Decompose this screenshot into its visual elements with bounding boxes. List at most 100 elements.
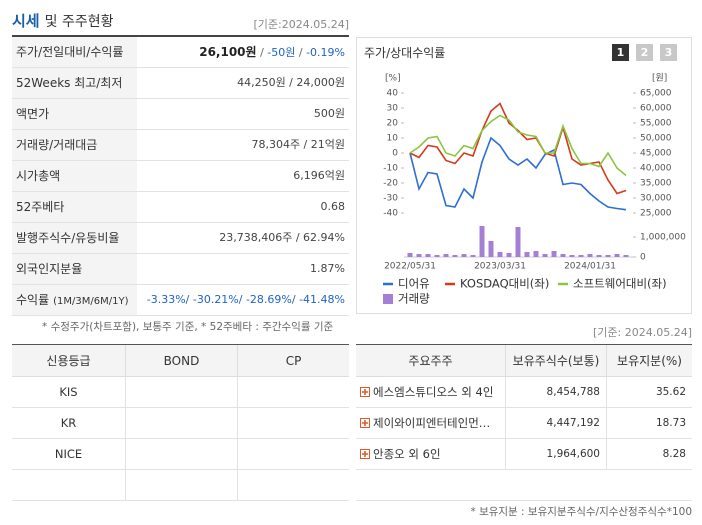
y2-tick-label: 45,000 — [640, 149, 672, 159]
x-tick-label: 2022/05/31 — [384, 262, 436, 272]
y2-tick-label: 40,000 — [640, 164, 672, 174]
value: 1.87% — [310, 262, 345, 275]
date: [기준: 2024.05.24] — [592, 326, 692, 339]
cell — [12, 470, 125, 501]
legend-label: 거래량 — [398, 292, 430, 306]
volume-bar — [479, 226, 485, 257]
y-tick-label: 10 — [387, 134, 399, 144]
y2-axis-label: [원] — [652, 73, 667, 84]
cell: 에스엠스튜디오스 외 4인 — [356, 377, 505, 408]
cell — [237, 470, 349, 501]
label: 주가/전일대비/수익률 — [16, 45, 124, 59]
legend-swatch — [383, 294, 393, 304]
header-cell: 보유지분(%) — [606, 345, 692, 377]
label: 거래량/거래대금 — [16, 138, 98, 152]
tab-button[interactable]: 1 — [612, 44, 629, 61]
cell: 안종오 외 6인 — [356, 439, 505, 470]
y2-tick-label: 50,000 — [640, 134, 672, 144]
y-tick-label: -20 — [383, 179, 398, 189]
cell: 1,964,600 — [505, 439, 606, 470]
label: 52주베타 — [16, 200, 65, 214]
rule — [12, 35, 349, 37]
plus — [362, 451, 368, 457]
value-part: / — [295, 46, 307, 59]
y-tick-label: -30 — [383, 194, 398, 204]
panel-border — [356, 37, 692, 314]
table-top — [356, 344, 692, 345]
value-part: 26,100원 — [199, 45, 257, 59]
volume-bar — [470, 255, 476, 257]
row-value: -3.33%/ -30.21%/ -28.69%/ -41.48% — [137, 285, 349, 316]
value-part: -50원 — [267, 46, 296, 59]
value: 44,250원 / 24,000원 — [237, 76, 345, 89]
cell — [237, 377, 349, 408]
y2-tick-label: 65,000 — [640, 89, 672, 99]
y-tick-label: 30 — [387, 104, 399, 114]
volume-bar — [560, 254, 566, 257]
label: 외국인지분율 — [16, 262, 83, 276]
cell: KIS — [12, 377, 125, 408]
volume-bar — [497, 252, 503, 257]
value: -3.33%/ -30.21%/ -28.69%/ -41.48% — [146, 293, 345, 306]
row-label: 액면가 — [12, 99, 137, 130]
sublabel: (1M/3M/6M/1Y) — [53, 296, 129, 307]
title-main: 시세 — [12, 12, 40, 30]
y2-tick-label: 30,000 — [640, 194, 672, 204]
tab-button[interactable]: 3 — [660, 44, 677, 61]
plus — [362, 420, 368, 426]
header-cell: 주요주주 — [356, 345, 505, 377]
header-cell: 신용등급 — [12, 345, 125, 377]
cell — [125, 377, 237, 408]
expand-icon[interactable] — [360, 418, 370, 428]
line-series — [409, 136, 627, 211]
volume-bar — [614, 254, 620, 257]
cell — [237, 408, 349, 439]
table-bottom — [356, 500, 692, 501]
y2-tick-label: 35,000 — [640, 179, 672, 189]
y-tick-label: 0 — [392, 149, 398, 159]
row-value: 78,304주 / 21억원 — [137, 130, 349, 161]
volume-bar — [515, 227, 521, 257]
volume-bar — [605, 255, 611, 257]
note: * 수정주가(차트포함), 보통주 기준, * 52주베타 : 주간수익률 기준 — [42, 321, 334, 333]
expand-icon[interactable] — [360, 449, 370, 459]
volume-bar — [569, 255, 575, 257]
header-cell: BOND — [125, 345, 237, 377]
cell: NICE — [12, 439, 125, 470]
row-value: 1.87% — [137, 254, 349, 285]
volume-bar — [407, 253, 413, 257]
row-label: 거래량/거래대금 — [12, 130, 137, 161]
volume-bar — [452, 255, 458, 257]
x-tick-label: 2024/01/31 — [564, 262, 616, 272]
y-tick-label: 20 — [387, 119, 399, 129]
value: 6,196억원 — [293, 169, 345, 182]
row-label: 발행주식수/유동비율 — [12, 223, 137, 254]
row-label: 52Weeks 최고/최저 — [12, 68, 137, 99]
cell — [125, 470, 237, 501]
legend-label: KOSDAQ대비(좌) — [460, 277, 549, 291]
y2-tick-label: 55,000 — [640, 119, 672, 129]
tab-button[interactable]: 2 — [636, 44, 653, 61]
section-title: 시세 및 주주현황 — [12, 10, 113, 31]
y-tick-label: -40 — [383, 209, 398, 219]
title-rest: 및 주주현황 — [44, 14, 114, 30]
volume-bar — [542, 254, 548, 257]
y2-tick-label: 25,000 — [640, 209, 672, 219]
label: 시가총액 — [16, 169, 61, 183]
row-value: 44,250원 / 24,000원 — [137, 68, 349, 99]
cell: KR — [12, 408, 125, 439]
row-label: 시가총액 — [12, 161, 137, 192]
cell — [125, 408, 237, 439]
cell: 제이와이피엔터테인먼… — [356, 408, 505, 439]
y-tick-label: -10 — [383, 164, 398, 174]
plus — [362, 389, 368, 395]
panel-title: 주가/상대수익률 — [364, 46, 446, 60]
expand-icon[interactable] — [360, 387, 370, 397]
header-cell: CP — [237, 345, 349, 377]
table-top — [12, 344, 349, 345]
volume-bar — [524, 252, 530, 257]
volume-bar — [596, 255, 602, 257]
row-value: 23,738,406주 / 62.94% — [137, 223, 349, 254]
value: 500원 — [313, 107, 345, 120]
label: 52Weeks 최고/최저 — [16, 76, 123, 90]
